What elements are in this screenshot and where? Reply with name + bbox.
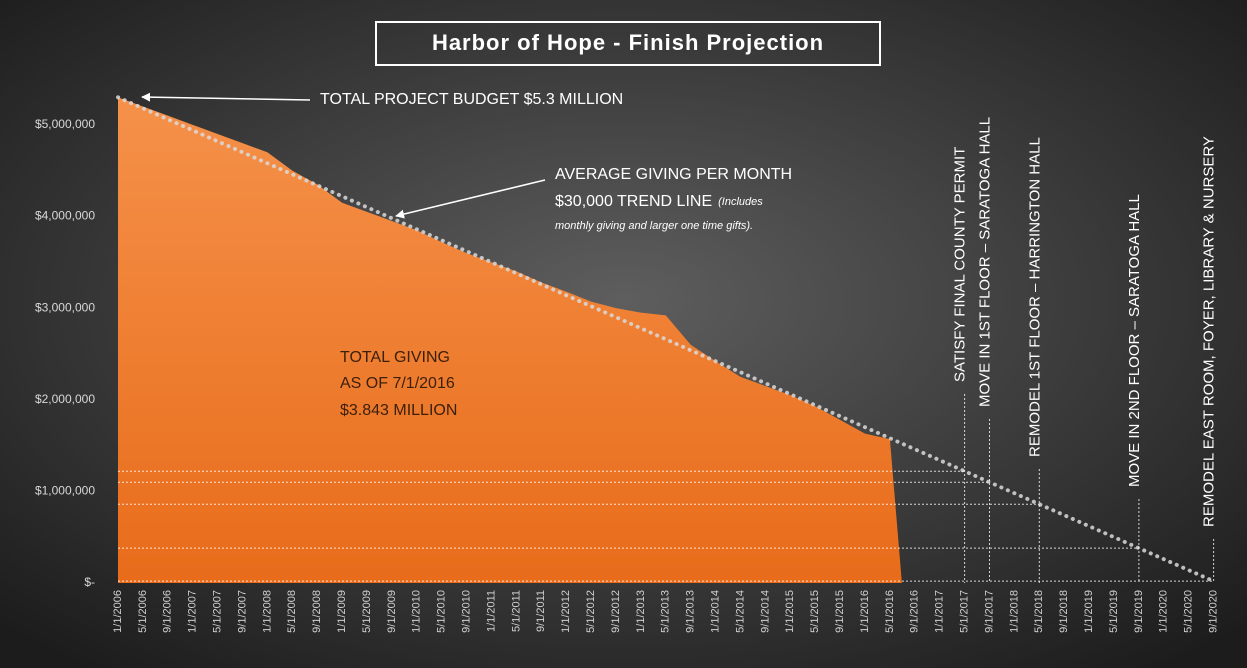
- x-tick-label: 1/1/2020: [1158, 590, 1170, 633]
- x-tick-label: 1/1/2016: [859, 590, 871, 633]
- x-tick-label: 9/1/2013: [685, 590, 697, 633]
- annotation: TOTAL GIVING: [340, 349, 450, 366]
- x-tick-label: 1/1/2006: [112, 590, 124, 633]
- x-tick-label: 5/1/2010: [436, 590, 448, 633]
- x-tick-label: 1/1/2018: [1008, 590, 1020, 633]
- area: [118, 97, 902, 583]
- x-tick-label: 9/1/2015: [834, 590, 846, 633]
- x-tick-label: 5/1/2009: [361, 590, 373, 633]
- x-tick-label: 9/1/2007: [236, 590, 248, 633]
- x-tick-label: 1/1/2012: [560, 590, 572, 633]
- y-tick-label: $1,000,000: [35, 484, 95, 498]
- milestone-label: MOVE IN 2ND FLOOR – SARATOGA HALL: [1126, 194, 1143, 487]
- x-tick-label: 9/1/2011: [535, 590, 547, 632]
- title-box: [375, 21, 881, 66]
- annotation: (Includes: [718, 196, 763, 208]
- x-tick-label: 1/1/2014: [710, 590, 722, 633]
- milestone-label: SATISFY FINAL COUNTY PERMIT: [952, 147, 969, 382]
- x-tick-label: 5/1/2007: [212, 590, 224, 633]
- milestone-label: REMODEL EAST ROOM, FOYER, LIBRARY & NURS…: [1201, 136, 1218, 527]
- annotation: AS OF 7/1/2016: [340, 375, 455, 392]
- annotation: TOTAL PROJECT BUDGET $5.3 MILLION: [320, 91, 623, 108]
- x-tick-label: 5/1/2012: [585, 590, 597, 633]
- annotation: AVERAGE GIVING PER MONTH: [555, 166, 792, 183]
- y-tick-label: $2,000,000: [35, 392, 95, 406]
- annotation: monthly giving and larger one time gifts…: [555, 220, 753, 232]
- milestone-label: MOVE IN 1ST FLOOR – SARATOGA HALL: [976, 117, 993, 407]
- x-tick-label: 5/1/2013: [660, 590, 672, 633]
- x-tick-label: 5/1/2015: [809, 590, 821, 633]
- y-tick-label: $5,000,000: [35, 117, 95, 131]
- x-tick-label: 5/1/2019: [1108, 590, 1120, 633]
- x-tick-label: 9/1/2016: [909, 590, 921, 633]
- x-tick-label: 1/1/2013: [635, 590, 647, 633]
- x-tick-label: 9/1/2019: [1133, 590, 1145, 633]
- chart-title: Harbor of Hope - Finish Projection: [432, 30, 824, 55]
- x-tick-label: 5/1/2020: [1183, 590, 1195, 633]
- y-tick-label: $3,000,000: [35, 300, 95, 314]
- x-tick-label: 1/1/2007: [187, 590, 199, 633]
- x-tick-label: 1/1/2009: [336, 590, 348, 633]
- x-tick-label: 5/1/2014: [734, 590, 746, 633]
- x-tick-label: 9/1/2009: [386, 590, 398, 633]
- x-tick-label: 1/1/2011: [485, 590, 497, 632]
- x-tick-label: 9/1/2014: [759, 590, 771, 633]
- x-tick-label: 9/1/2020: [1208, 590, 1220, 633]
- x-tick-label: 5/1/2018: [1033, 590, 1045, 633]
- x-tick-label: 1/1/2015: [784, 590, 796, 633]
- x-tick-label: 5/1/2011: [510, 590, 522, 632]
- milestone-label: REMODEL 1ST FLOOR – HARRINGTON HALL: [1026, 137, 1043, 457]
- y-tick-label: $-: [84, 575, 95, 589]
- x-tick-label: 5/1/2017: [959, 590, 971, 633]
- x-tick-label: 1/1/2019: [1083, 590, 1095, 633]
- arrow: [395, 179, 546, 219]
- annotation: $30,000 TREND LINE: [555, 193, 712, 210]
- arrow: [141, 92, 311, 102]
- annotation: $3.843 MILLION: [340, 402, 457, 419]
- x-tick-label: 9/1/2006: [162, 590, 174, 633]
- x-tick-label: 9/1/2018: [1058, 590, 1070, 633]
- annotation: $30,000 TREND LINE (Includes: [555, 193, 763, 210]
- x-tick-label: 9/1/2012: [610, 590, 622, 633]
- x-tick-label: 9/1/2017: [983, 590, 995, 633]
- trend-line: [116, 95, 1216, 584]
- x-tick-label: 5/1/2016: [884, 590, 896, 633]
- x-tick-label: 1/1/2010: [411, 590, 423, 633]
- x-tick-label: 1/1/2017: [934, 590, 946, 633]
- x-tick-label: 5/1/2006: [137, 590, 149, 633]
- x-tick-label: 5/1/2008: [286, 590, 298, 633]
- x-tick-label: 9/1/2008: [311, 590, 323, 633]
- y-tick-label: $4,000,000: [35, 209, 95, 223]
- x-tick-label: 9/1/2010: [461, 590, 473, 633]
- plot: $- $1,000,000 $2,000,000 $3,000,000 $4,000,0…: [35, 95, 1220, 633]
- x-tick-label: 1/1/2008: [261, 590, 273, 633]
